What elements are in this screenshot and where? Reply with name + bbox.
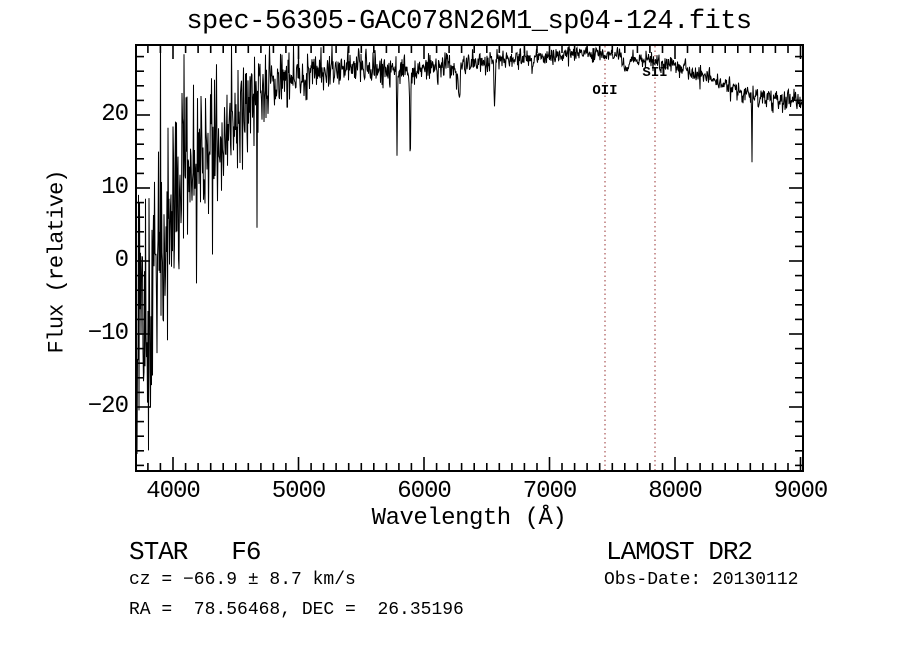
x-tick-label: 6000 (397, 478, 452, 505)
spectral-line-label-oii: OII (592, 83, 618, 99)
x-tick-label: 8000 (648, 478, 703, 505)
y-tick-label: 20 (101, 101, 129, 128)
spectral-line-label-sii: SII (642, 65, 668, 81)
y-tick-label: 10 (101, 174, 129, 201)
ra-dec-text: RA = 78.56468, DEC = 26.35196 (129, 600, 464, 620)
y-tick-label: 0 (114, 247, 129, 274)
survey-release-text: LAMOST DR2 (606, 537, 753, 567)
x-tick-label: 7000 (522, 478, 578, 505)
y-tick-label: −10 (87, 320, 129, 347)
x-tick-label: 5000 (271, 478, 327, 505)
y-tick-label: −20 (87, 393, 129, 420)
object-class-text: STAR F6 (129, 537, 261, 567)
x-tick-label: 4000 (146, 478, 201, 505)
plot-title: spec-56305-GAC078N26M1_sp04-124.fits (186, 7, 752, 37)
x-axis-label: Wavelength (Å) (371, 505, 567, 532)
obs-date-text: Obs-Date: 20130112 (604, 570, 799, 590)
cz-velocity-text: cz = −66.9 ± 8.7 km/s (129, 570, 356, 590)
x-tick-label: 9000 (773, 478, 829, 505)
